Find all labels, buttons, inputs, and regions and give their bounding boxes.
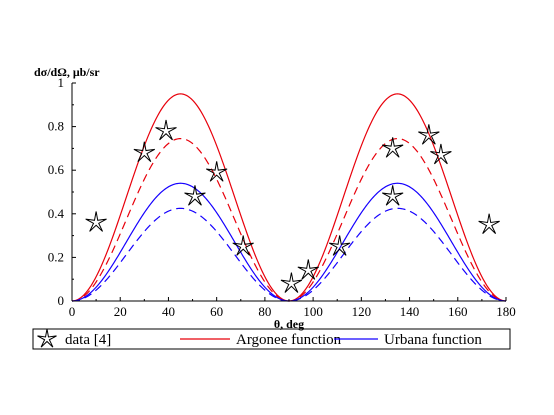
legend-star-icon bbox=[37, 328, 57, 348]
data-point-star bbox=[478, 213, 500, 234]
argonee-curve-solid bbox=[71, 93, 507, 302]
y-ticks: 0 0.2 0.4 0.6 0.8 1 bbox=[48, 75, 76, 308]
x-tick-label: 60 bbox=[210, 304, 223, 319]
data-point-star bbox=[133, 141, 156, 163]
y-axis-title: dσ/dΩ, μb/sr bbox=[34, 65, 100, 79]
y-tick-label: 0.6 bbox=[48, 162, 65, 177]
data-point-star bbox=[155, 119, 177, 141]
x-tick-label: 120 bbox=[352, 304, 372, 319]
x-tick-label: 160 bbox=[448, 304, 468, 319]
data-point-star bbox=[381, 137, 404, 158]
x-tick-label: 0 bbox=[69, 304, 76, 319]
data-point-star bbox=[205, 161, 228, 182]
legend-label-argonee: Argonee function bbox=[236, 332, 342, 348]
legend-marker-data bbox=[37, 328, 57, 348]
data-point-star bbox=[418, 124, 440, 145]
x-tick-label: 100 bbox=[303, 304, 323, 319]
x-tick-label: 180 bbox=[496, 304, 516, 319]
y-tick-label: 1 bbox=[58, 75, 65, 90]
data-point-star bbox=[430, 143, 452, 165]
data-point-star bbox=[381, 185, 404, 206]
data-point-star bbox=[184, 185, 206, 206]
urbana-curve-solid bbox=[71, 182, 507, 302]
x-ticks: 0 20 40 60 80 100 120 140 160 180 bbox=[69, 297, 516, 319]
legend-label-data: data [4] bbox=[65, 332, 111, 348]
argonee-curve-dashed bbox=[71, 137, 507, 302]
y-tick-label: 0.2 bbox=[48, 249, 64, 264]
y-tick-label: 0.4 bbox=[48, 206, 65, 221]
data-point-star bbox=[280, 272, 303, 293]
x-axis-title: θ, deg bbox=[274, 317, 304, 331]
data-point-star bbox=[328, 235, 351, 256]
data-point-star bbox=[297, 259, 319, 280]
data-point-star bbox=[85, 211, 107, 232]
x-tick-label: 40 bbox=[162, 304, 175, 319]
legend: data [4] Argonee function Urbana functio… bbox=[32, 328, 511, 350]
y-tick-label: 0.8 bbox=[48, 119, 64, 134]
legend-label-urbana: Urbana function bbox=[384, 332, 482, 348]
x-tick-label: 80 bbox=[258, 304, 271, 319]
y-tick-label: 0 bbox=[58, 293, 65, 308]
x-tick-label: 140 bbox=[400, 304, 420, 319]
urbana-curve-dashed bbox=[71, 207, 507, 302]
plot-area bbox=[71, 93, 507, 302]
data-point-star bbox=[232, 235, 254, 256]
legend-box bbox=[32, 328, 511, 350]
x-tick-label: 20 bbox=[114, 304, 127, 319]
